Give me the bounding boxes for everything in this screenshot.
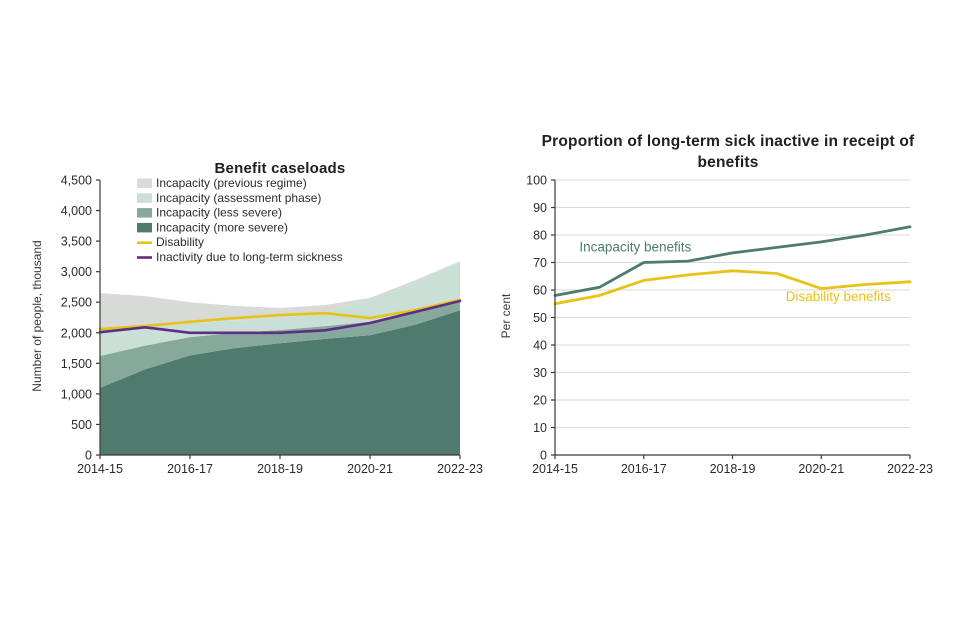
annotation-incapacity-benefits: Incapacity benefits (579, 240, 691, 255)
stacked-areas (100, 261, 460, 455)
y-tick-label: 60 (533, 284, 547, 298)
y-tick-label: 40 (533, 339, 547, 353)
legend-label-disability: Disability (156, 235, 204, 249)
legend: Incapacity (previous regime)Incapacity (… (137, 176, 343, 264)
x-tick-label: 2018-19 (710, 462, 756, 476)
x-tick-labels: 2014-15 2016-17 2018-19 2020-21 2022-23 (532, 462, 933, 476)
x-tick-label: 2022-23 (437, 462, 483, 476)
legend-label-incapacity-previous-regime: Incapacity (previous regime) (156, 176, 307, 190)
y-tick-label: 90 (533, 201, 547, 215)
legend-label-incapacity-more-severe: Incapacity (more severe) (156, 220, 288, 234)
y-tick-label: 3,000 (61, 265, 92, 279)
y-tick-label: 2,500 (61, 296, 92, 310)
legend-swatch-incapacity-assessment-phase (137, 193, 152, 203)
y-tick-label: 1,500 (61, 357, 92, 371)
y-tick-label: 80 (533, 229, 547, 243)
y-tick-labels: 0 10 20 30 40 50 60 70 80 90 100 (526, 174, 547, 463)
line-incapacity-benefits (553, 225, 912, 297)
series-annotations: Incapacity benefits Disability benefits (579, 240, 891, 305)
axes (96, 179, 461, 459)
x-tick-labels: 2014-15 2016-17 2018-19 2020-21 2022-23 (77, 462, 483, 476)
legend-label-inactivity-due-to-long-term-sickness: Inactivity due to long-term sickness (156, 250, 343, 264)
benefit-caseloads-chart: 0 500 1,000 1,500 2,000 2,500 3,000 3,500 4,000 4… (61, 174, 483, 477)
y-tick-label: 0 (85, 449, 92, 463)
line-inactivity-due-to-long-term-sickness (98, 299, 462, 335)
x-tick-label: 2014-15 (532, 462, 578, 476)
x-tick-label: 2014-15 (77, 462, 123, 476)
legend-swatch-incapacity-previous-regime (137, 178, 152, 188)
legend-swatch-incapacity-less-severe (137, 208, 152, 218)
y-tick-label: 50 (533, 311, 547, 325)
y-tick-label: 500 (71, 418, 92, 432)
x-tick-label: 2020-21 (347, 462, 393, 476)
x-tick-label: 2016-17 (621, 462, 667, 476)
line-disability (98, 298, 462, 331)
x-tick-label: 2018-19 (257, 462, 303, 476)
left-chart-title: Benefit caseloads (214, 160, 346, 177)
right-chart-title: Proportion of long-term sick inactive in… (541, 133, 915, 171)
y-tick-label: 30 (533, 366, 547, 380)
axes (551, 179, 911, 459)
y-tick-label: 20 (533, 394, 547, 408)
annotation-disability-benefits: Disability benefits (786, 289, 891, 304)
y-tick-label: 0 (540, 449, 547, 463)
y-tick-label: 4,000 (61, 204, 92, 218)
y-tick-label: 2,000 (61, 326, 92, 340)
y-tick-label: 1,000 (61, 387, 92, 401)
y-tick-label: 4,500 (61, 174, 92, 188)
line-disability-benefits (553, 269, 912, 306)
x-tick-label: 2022-23 (887, 462, 933, 476)
legend-label-incapacity-less-severe: Incapacity (less severe) (156, 206, 282, 220)
legend-swatch-incapacity-more-severe (137, 222, 152, 233)
x-tick-label: 2020-21 (798, 462, 844, 476)
benefits-receipt-chart: 0 10 20 30 40 50 60 70 80 90 100 2014-15 2016-17 2018… (526, 174, 933, 477)
y-tick-label: 70 (533, 256, 547, 270)
x-tick-label: 2016-17 (167, 462, 213, 476)
y-tick-labels: 0 500 1,000 1,500 2,000 2,500 3,000 3,500 4,000 4… (61, 174, 92, 463)
area-incapacity-previous-regime (100, 261, 460, 330)
y-tick-label: 10 (533, 421, 547, 435)
area-incapacity-more-severe (100, 310, 460, 455)
legend-label-incapacity-assessment-phase: Incapacity (assessment phase) (156, 191, 321, 205)
y-tick-label: 3,500 (61, 235, 92, 249)
y-tick-label: 100 (526, 174, 547, 188)
gridlines (555, 179, 910, 428)
